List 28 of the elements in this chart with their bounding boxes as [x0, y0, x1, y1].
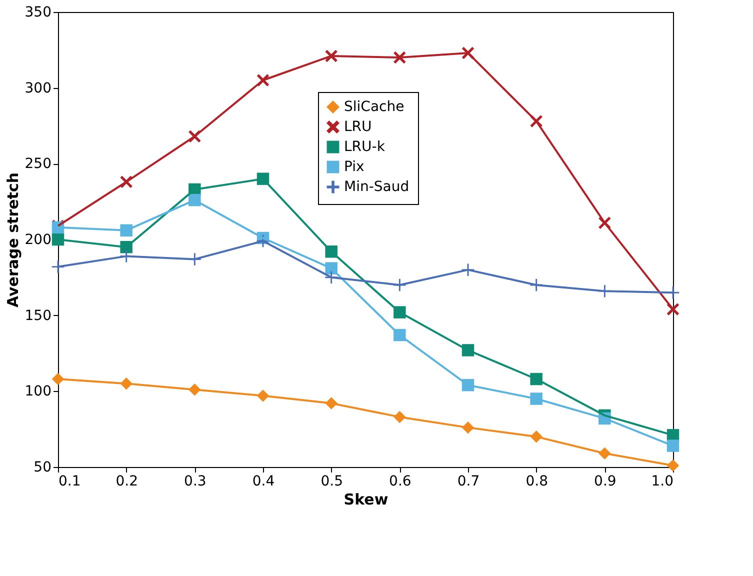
x-tick-label: 0.4 — [252, 474, 275, 490]
x-tick-label: 0.3 — [184, 474, 206, 490]
y-tick-label: 350 — [24, 4, 52, 20]
y-tick-label: 250 — [24, 156, 52, 172]
x-tick-label: 0.1 — [58, 474, 81, 490]
x-tick-label: 0.8 — [526, 474, 548, 490]
x-tick-label: 0.5 — [320, 474, 343, 490]
x-axis-title: Skew — [344, 490, 388, 508]
point — [666, 440, 680, 452]
y-tick-label: 300 — [24, 80, 52, 96]
legend-label: Min-Saud — [344, 179, 410, 195]
x-tick-label: 0.2 — [116, 474, 138, 490]
legend-label: LRU — [344, 119, 372, 135]
legend-label: Pix — [344, 159, 364, 175]
point — [666, 459, 680, 472]
point — [52, 233, 64, 246]
x-tick-label: 0.9 — [594, 474, 616, 490]
x-tick-label: 1.0 — [651, 474, 674, 490]
legend-label: LRU-k — [344, 139, 386, 155]
y-tick-label: 200 — [24, 232, 52, 248]
x-tick-label: 0.6 — [389, 474, 412, 490]
y-tick-label: 150 — [24, 308, 52, 324]
legend-label: SliCache — [344, 99, 404, 115]
x-tick-label: 0.7 — [457, 474, 480, 490]
y-axis-title: Average stretch — [4, 172, 22, 308]
y-tick-label: 100 — [24, 384, 52, 400]
point — [394, 51, 406, 64]
y-tick-label: 50 — [34, 460, 52, 476]
